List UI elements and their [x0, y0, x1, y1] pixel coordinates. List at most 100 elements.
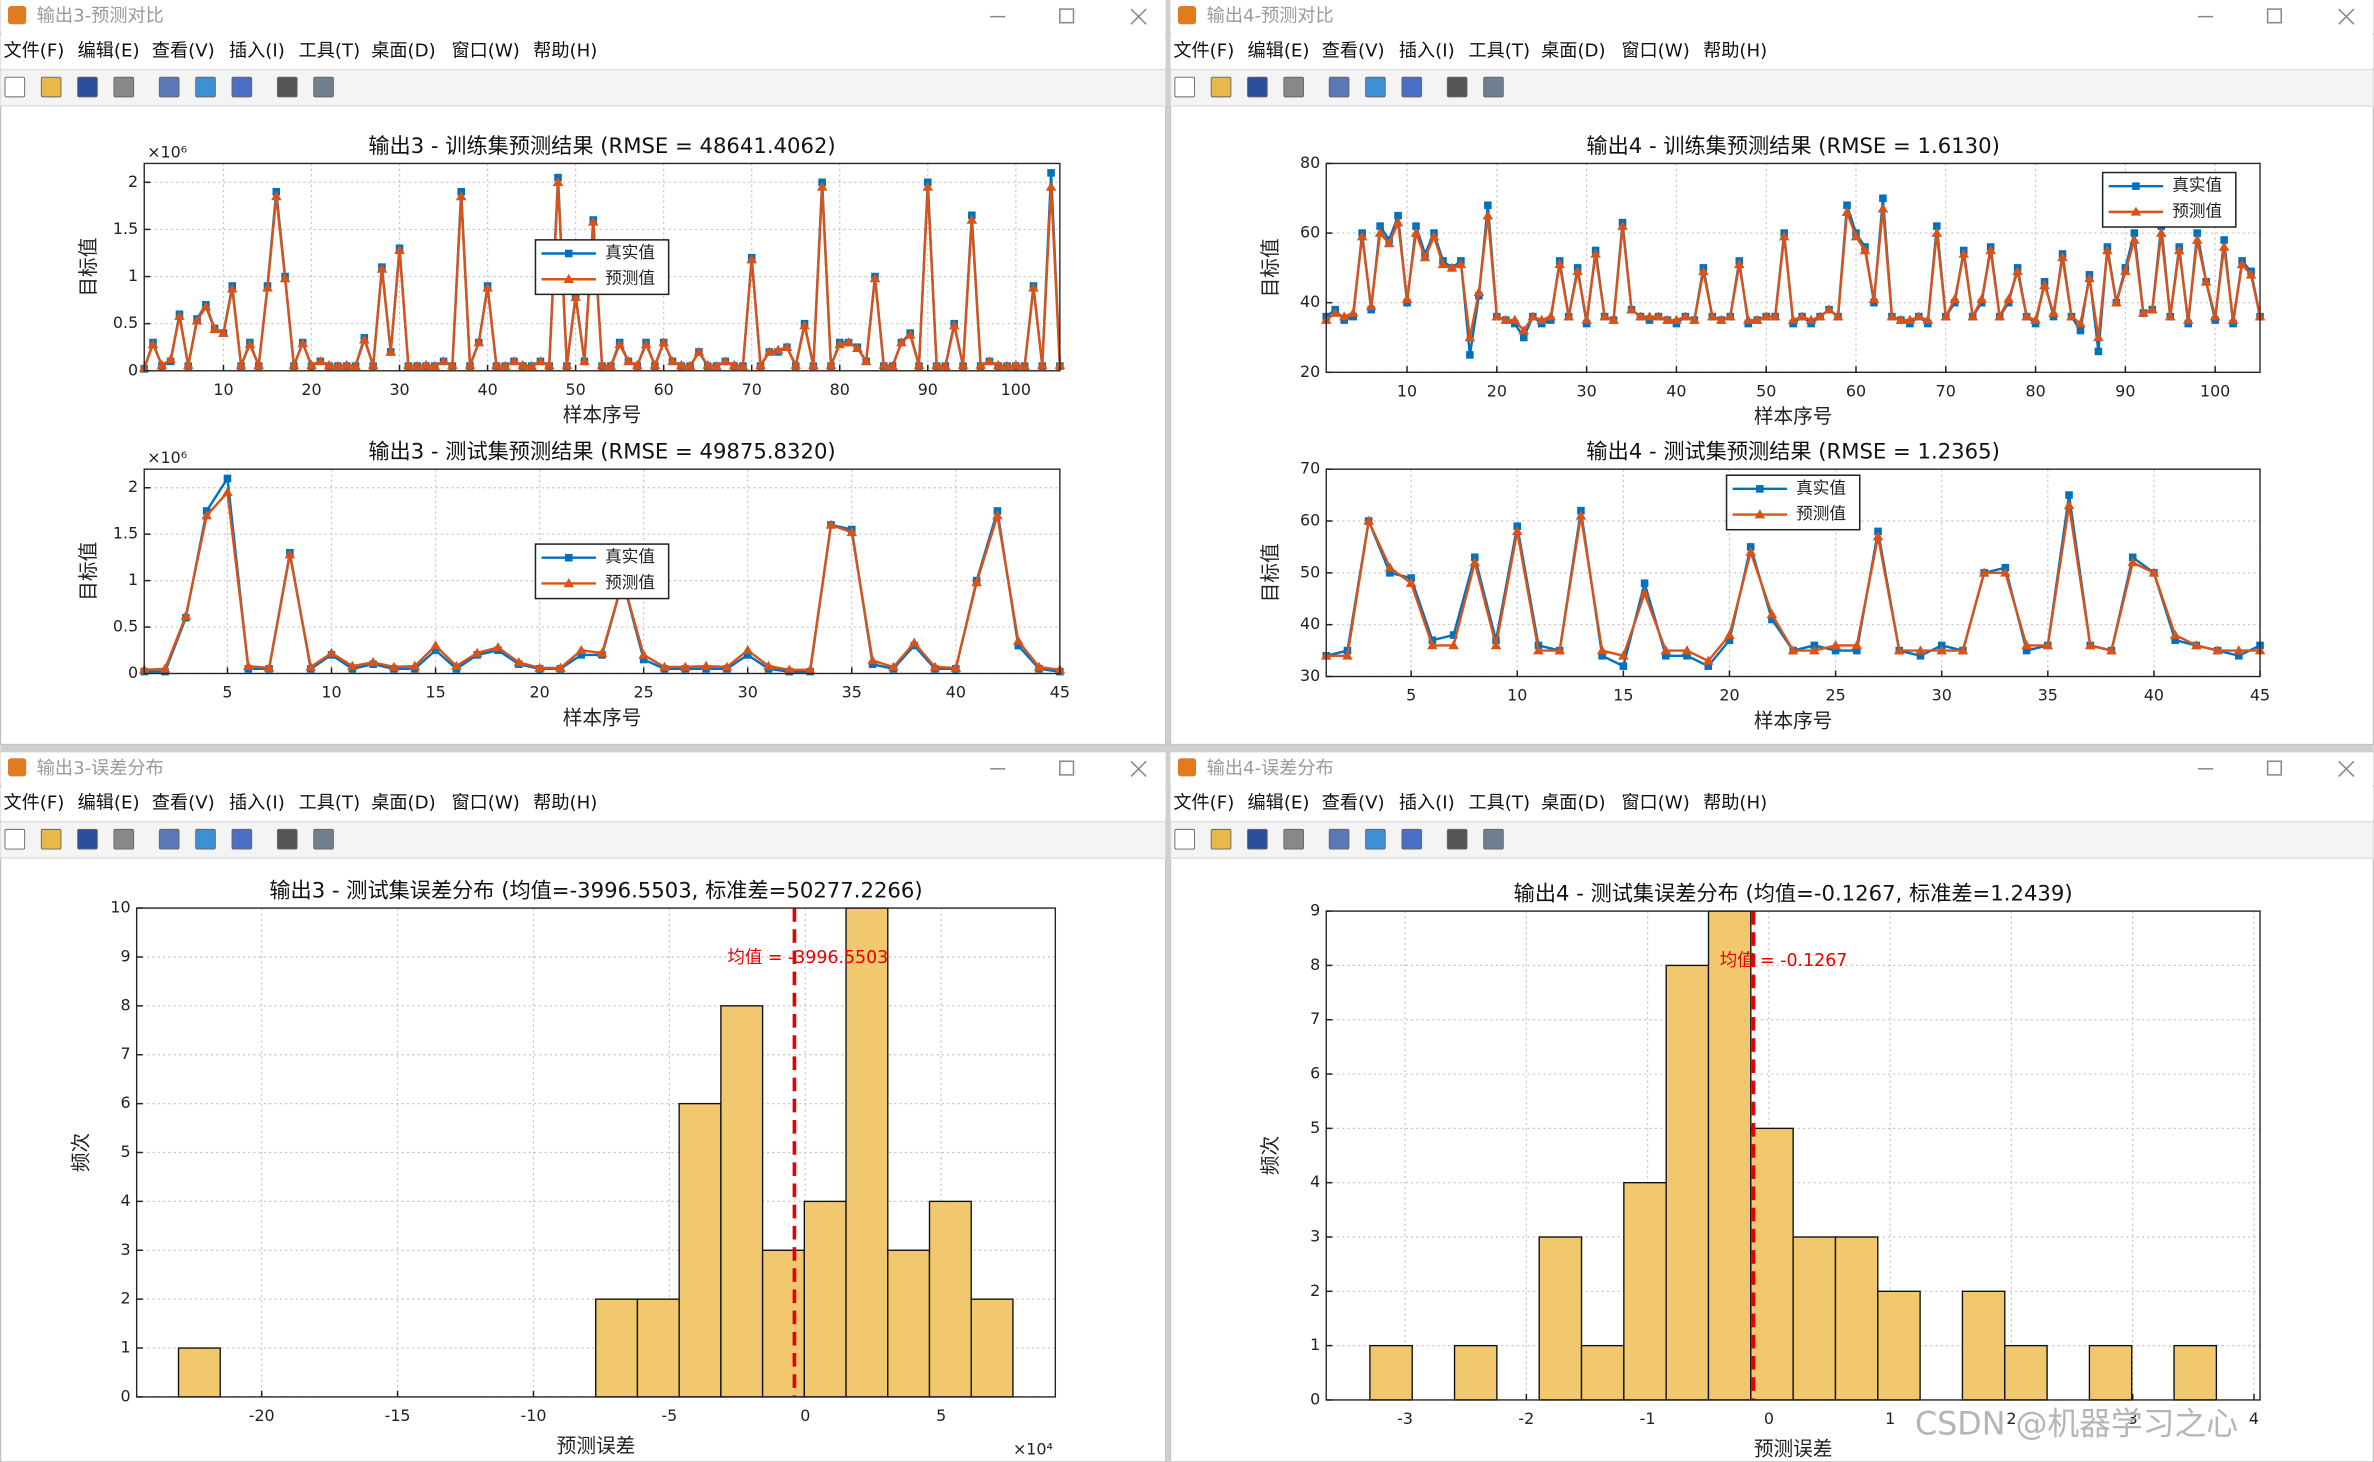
menu-item[interactable]: 编辑(E) — [78, 793, 140, 814]
menu-item[interactable]: 窗口(W) — [1621, 793, 1689, 814]
toolbar-button[interactable] — [1174, 828, 1196, 850]
menu-item[interactable]: 工具(T) — [1469, 40, 1531, 61]
menu-item[interactable]: 编辑(E) — [1248, 793, 1310, 814]
close-button[interactable] — [2338, 8, 2355, 25]
menu-item[interactable]: 插入(I) — [229, 793, 285, 814]
maximize-button[interactable] — [1059, 760, 1075, 776]
menu-item[interactable]: 文件(F) — [3, 793, 64, 814]
toolbar-button[interactable] — [1401, 76, 1423, 98]
toolbar-button[interactable] — [158, 828, 180, 850]
toolbar-button[interactable] — [1446, 828, 1468, 850]
toolbar-button[interactable] — [276, 76, 298, 98]
toolbar-button[interactable] — [313, 76, 334, 98]
legend-label: 预测值 — [605, 269, 655, 288]
toolbar-button[interactable] — [1365, 76, 1386, 98]
toolbar-button[interactable] — [1283, 76, 1304, 98]
menu-item[interactable]: 编辑(E) — [1248, 40, 1310, 61]
maximize-button[interactable] — [2266, 760, 2282, 776]
toolbar-button[interactable] — [276, 828, 298, 850]
menu-item[interactable]: 插入(I) — [1399, 793, 1455, 814]
y-tick-label: 0.5 — [113, 313, 138, 332]
toolbar-button[interactable] — [1247, 828, 1268, 850]
menu-item[interactable]: 帮助(H) — [533, 40, 597, 61]
toolbar-button[interactable] — [77, 76, 98, 98]
maximize-button[interactable] — [2266, 8, 2282, 24]
data-point — [700, 660, 712, 670]
y-tick-label: 6 — [1310, 1064, 1320, 1083]
menu-item[interactable]: 工具(T) — [1469, 793, 1531, 814]
menu-item[interactable]: 工具(T) — [299, 40, 361, 61]
toolbar-button[interactable] — [195, 76, 216, 98]
toolbar-button[interactable] — [1365, 828, 1386, 850]
data-point — [1768, 615, 1776, 624]
menu-item[interactable]: 文件(F) — [1173, 40, 1234, 61]
menu-item[interactable]: 查看(V) — [152, 793, 215, 814]
menu-item[interactable]: 查看(V) — [1322, 40, 1385, 61]
toolbar-button[interactable] — [1328, 828, 1350, 850]
menu-item[interactable]: 插入(I) — [229, 40, 285, 61]
menu-item[interactable]: 桌面(D) — [1541, 40, 1605, 61]
menu-item[interactable]: 桌面(D) — [371, 40, 435, 61]
toolbar-button[interactable] — [1174, 76, 1196, 98]
data-point — [2012, 266, 2023, 276]
menu-item[interactable]: 桌面(D) — [371, 793, 435, 814]
menu-item[interactable]: 窗口(W) — [1621, 40, 1689, 61]
toolbar-button[interactable] — [4, 828, 26, 850]
menu-item[interactable]: 帮助(H) — [533, 793, 597, 814]
data-point — [984, 356, 995, 366]
toolbar-button[interactable] — [1401, 828, 1423, 850]
toolbar — [0, 68, 1167, 107]
close-button[interactable] — [2338, 760, 2355, 777]
data-point — [2227, 314, 2239, 324]
menu-item[interactable]: 编辑(E) — [78, 40, 140, 61]
data-point — [808, 359, 819, 369]
toolbar-button[interactable] — [195, 828, 216, 850]
data-point — [1386, 569, 1394, 577]
toolbar-button[interactable] — [77, 828, 98, 850]
toolbar-button[interactable] — [40, 76, 62, 98]
data-point — [2200, 276, 2212, 286]
x-tick-label: 100 — [1001, 380, 1031, 399]
toolbar-button[interactable] — [313, 828, 334, 850]
toolbar-button[interactable] — [40, 828, 62, 850]
toolbar-button[interactable] — [1483, 828, 1504, 850]
data-point — [2048, 307, 2059, 317]
menu-item[interactable]: 窗口(W) — [451, 40, 519, 61]
data-point — [341, 359, 353, 369]
x-axis-label: 样本序号 — [1754, 405, 1833, 428]
data-point — [721, 661, 733, 671]
menu-item[interactable]: 帮助(H) — [1703, 793, 1767, 814]
y-tick-label: 20 — [1300, 362, 1320, 381]
toolbar-button[interactable] — [1483, 76, 1504, 98]
close-button[interactable] — [1130, 8, 1147, 25]
toolbar-button[interactable] — [1283, 828, 1304, 850]
data-point — [1922, 314, 1934, 324]
data-point — [429, 360, 441, 370]
menu-item[interactable]: 插入(I) — [1399, 40, 1455, 61]
toolbar-button[interactable] — [1328, 76, 1350, 98]
menu-item[interactable]: 查看(V) — [152, 40, 215, 61]
toolbar-button[interactable] — [1446, 76, 1468, 98]
toolbar-button[interactable] — [1210, 828, 1232, 850]
toolbar-button[interactable] — [113, 828, 135, 850]
toolbar-button[interactable] — [4, 76, 26, 98]
menu-item[interactable]: 查看(V) — [1322, 793, 1385, 814]
menu-item[interactable]: 文件(F) — [3, 40, 64, 61]
menu-item[interactable]: 文件(F) — [1173, 793, 1234, 814]
data-point — [940, 360, 951, 370]
toolbar-button[interactable] — [1247, 76, 1268, 98]
menu-item[interactable]: 帮助(H) — [1703, 40, 1767, 61]
menu-item[interactable]: 桌面(D) — [1541, 793, 1605, 814]
close-button[interactable] — [1130, 760, 1147, 777]
menu-item[interactable]: 窗口(W) — [451, 793, 519, 814]
toolbar-button[interactable] — [113, 76, 135, 98]
data-point — [156, 359, 168, 369]
toolbar-button[interactable] — [231, 828, 253, 850]
toolbar-button[interactable] — [231, 76, 253, 98]
menu-item[interactable]: 工具(T) — [299, 793, 361, 814]
toolbar-button[interactable] — [158, 76, 180, 98]
toolbar-button[interactable] — [1210, 76, 1232, 98]
data-point — [1019, 360, 1030, 370]
maximize-button[interactable] — [1059, 8, 1075, 24]
data-point — [1716, 314, 1727, 324]
